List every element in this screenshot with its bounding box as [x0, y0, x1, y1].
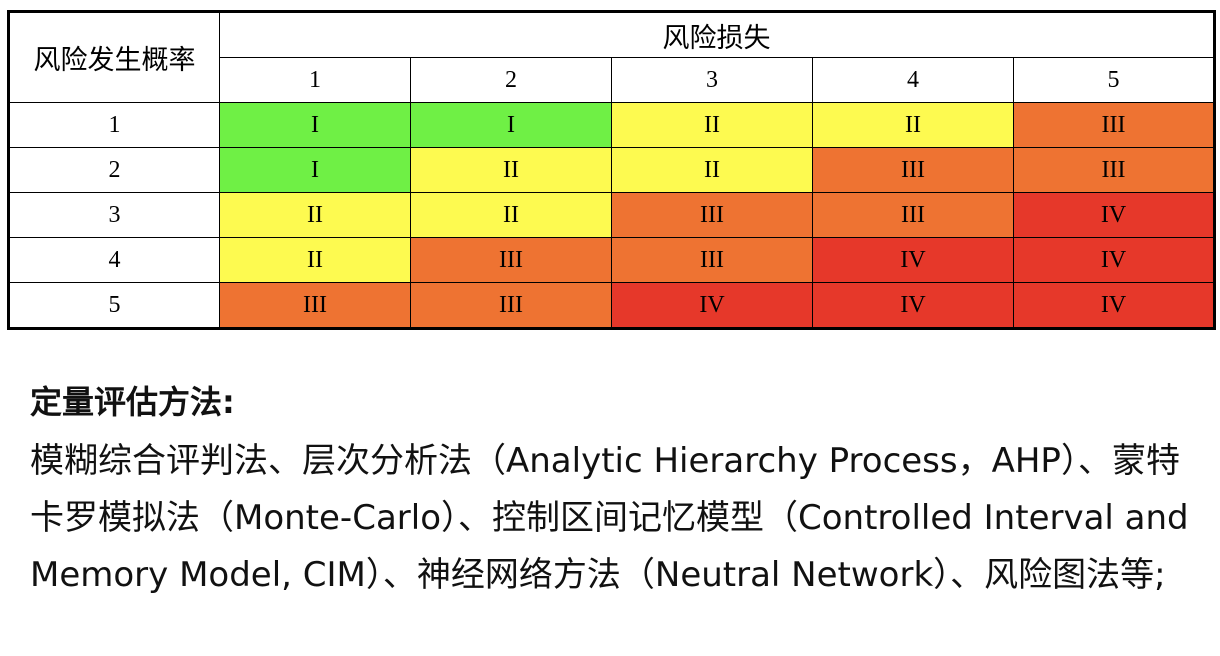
risk-level-cell: II	[219, 192, 411, 238]
risk-level-cell: IV	[611, 282, 813, 329]
risk-matrix-table: 风险发生概率 风险损失 1 2 3 4 5 1 I I II II III 2 …	[7, 10, 1216, 330]
risk-level-cell: I	[219, 147, 411, 193]
risk-level-cell: III	[611, 192, 813, 238]
risk-level-cell: III	[1013, 102, 1215, 148]
matrix-row: 4 II III III IV IV	[8, 237, 1215, 283]
risk-level-cell: II	[410, 147, 612, 193]
risk-level-cell: II	[611, 102, 813, 148]
risk-level-cell: III	[1013, 147, 1215, 193]
risk-level-cell: III	[410, 282, 612, 329]
loss-column-header: 1	[219, 57, 411, 103]
risk-level-cell: II	[219, 237, 411, 283]
loss-column-header: 2	[410, 57, 612, 103]
risk-level-cell: III	[812, 192, 1014, 238]
risk-level-cell: I	[219, 102, 411, 148]
probability-row-header: 2	[8, 147, 220, 193]
matrix-row: 2 I II II III III	[8, 147, 1215, 193]
risk-level-cell: II	[611, 147, 813, 193]
probability-row-header: 1	[8, 102, 220, 148]
risk-level-cell: II	[410, 192, 612, 238]
risk-level-cell: IV	[812, 237, 1014, 283]
risk-level-cell: IV	[1013, 282, 1215, 329]
loss-column-header: 5	[1013, 57, 1215, 103]
risk-level-cell: I	[410, 102, 612, 148]
matrix-row: 3 II II III III IV	[8, 192, 1215, 238]
methods-paragraph: 模糊综合评判法、层次分析法（Analytic Hierarchy Process…	[30, 441, 1189, 595]
loss-header: 风险损失	[219, 11, 1215, 58]
risk-level-cell: III	[611, 237, 813, 283]
probability-row-header: 3	[8, 192, 220, 238]
risk-level-cell: II	[812, 102, 1014, 148]
risk-level-cell: IV	[1013, 237, 1215, 283]
probability-header: 风险发生概率	[8, 11, 220, 103]
risk-level-cell: III	[219, 282, 411, 329]
risk-level-cell: III	[812, 147, 1014, 193]
matrix-row: 1 I I II II III	[8, 102, 1215, 148]
loss-column-header: 3	[611, 57, 813, 103]
loss-column-header: 4	[812, 57, 1014, 103]
quantitative-methods-section: 定量评估方法: 模糊综合评判法、层次分析法（Analytic Hierarchy…	[30, 374, 1210, 604]
probability-row-header: 5	[8, 282, 220, 329]
risk-level-cell: III	[410, 237, 612, 283]
risk-level-cell: IV	[812, 282, 1014, 329]
matrix-row: 5 III III IV IV IV	[8, 282, 1215, 329]
risk-level-cell: IV	[1013, 192, 1215, 238]
probability-row-header: 4	[8, 237, 220, 283]
section-heading: 定量评估方法:	[30, 383, 235, 421]
